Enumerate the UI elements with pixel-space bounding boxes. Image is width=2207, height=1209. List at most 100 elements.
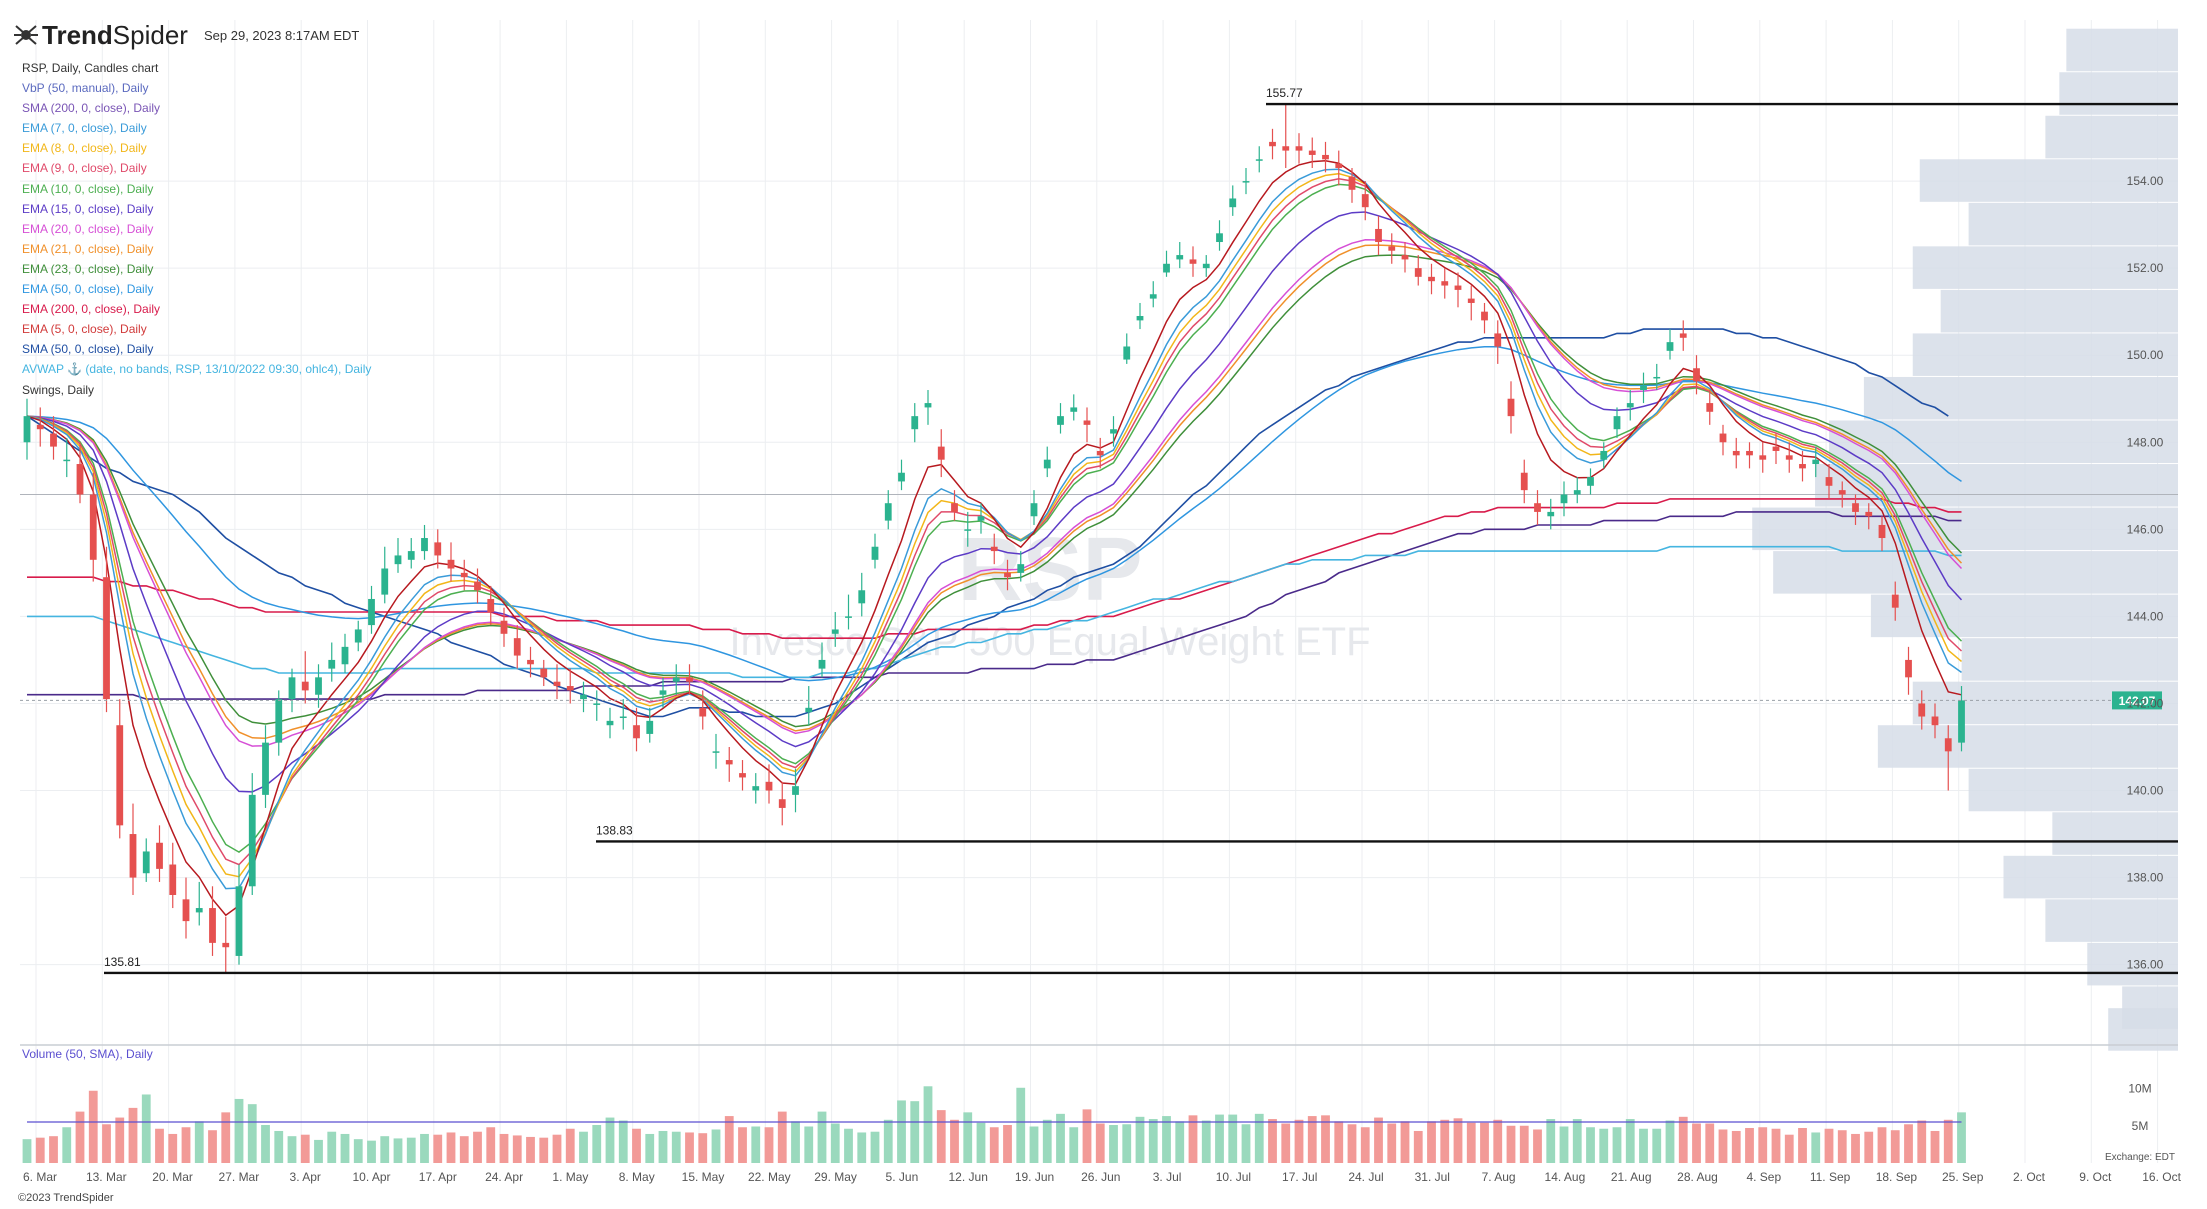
candle-body[interactable] — [566, 686, 574, 691]
candle-body[interactable] — [1388, 246, 1396, 251]
candle-body[interactable] — [1428, 276, 1435, 282]
candle-body[interactable] — [1600, 450, 1608, 460]
legend-item[interactable]: EMA (8, 0, close), Daily — [22, 141, 147, 156]
candle-body[interactable] — [633, 725, 640, 739]
candle-body[interactable] — [1216, 233, 1223, 243]
candle-body[interactable] — [712, 751, 720, 753]
candle-body[interactable] — [1547, 511, 1555, 517]
candle-body[interactable] — [248, 794, 256, 887]
candle-body[interactable] — [381, 568, 389, 595]
candle-body[interactable] — [831, 629, 839, 634]
candle-body[interactable] — [1587, 477, 1594, 486]
candle-body[interactable] — [1189, 259, 1197, 264]
candle-body[interactable] — [659, 690, 667, 695]
candle-body[interactable] — [580, 694, 587, 700]
legend-item[interactable]: EMA (200, 0, close), Daily — [22, 302, 161, 317]
candle-body[interactable] — [977, 516, 985, 521]
candle-body[interactable] — [1348, 176, 1356, 190]
candle-body[interactable] — [1149, 294, 1157, 299]
legend-item[interactable]: EMA (50, 0, close), Daily — [22, 282, 154, 297]
candle-body[interactable] — [672, 677, 680, 682]
legend-item[interactable]: EMA (9, 0, close), Daily — [22, 161, 147, 176]
candle-body[interactable] — [1335, 163, 1343, 169]
candle-body[interactable] — [1719, 433, 1727, 443]
candle-body[interactable] — [792, 786, 799, 795]
candle-body[interactable] — [222, 942, 230, 948]
candle-body[interactable] — [1891, 594, 1899, 608]
legend-item[interactable]: EMA (21, 0, close), Daily — [22, 241, 154, 256]
candle-body[interactable] — [76, 464, 84, 495]
candle-body[interactable] — [288, 677, 296, 700]
candle-body[interactable] — [1679, 333, 1687, 338]
candle-body[interactable] — [421, 538, 428, 552]
candle-body[interactable] — [540, 668, 548, 678]
candle-body[interactable] — [699, 707, 707, 717]
candle-body[interactable] — [1083, 420, 1091, 425]
candle-body[interactable] — [1176, 255, 1184, 260]
candle-body[interactable] — [1308, 150, 1316, 155]
candle-body[interactable] — [911, 416, 919, 430]
candle-body[interactable] — [235, 886, 243, 956]
candle-body[interactable] — [513, 638, 521, 656]
candle-body[interactable] — [646, 720, 654, 734]
candle-body[interactable] — [1507, 398, 1515, 417]
candle-body[interactable] — [725, 760, 733, 765]
candle-body[interactable] — [1838, 490, 1846, 495]
candle-body[interactable] — [1361, 194, 1369, 208]
candle-body[interactable] — [1520, 472, 1528, 491]
candle-body[interactable] — [1746, 450, 1753, 456]
candle-body[interactable] — [434, 542, 442, 556]
candle-body[interactable] — [129, 834, 137, 878]
candle-body[interactable] — [209, 908, 216, 943]
candle-body[interactable] — [1693, 368, 1700, 382]
candle-body[interactable] — [1110, 429, 1117, 434]
candle-body[interactable] — [50, 433, 57, 447]
candle-body[interactable] — [1799, 464, 1806, 469]
candle-body[interactable] — [805, 707, 813, 713]
candle-body[interactable] — [778, 799, 786, 808]
legend-item[interactable]: EMA (20, 0, close), Daily — [22, 221, 154, 236]
candle-body[interactable] — [1123, 346, 1131, 360]
candle-body[interactable] — [262, 742, 269, 795]
legend-item[interactable]: SMA (200, 0, close), Daily — [22, 101, 161, 116]
candle-body[interactable] — [195, 908, 203, 913]
candle-body[interactable] — [871, 546, 879, 560]
candle-body[interactable] — [686, 677, 693, 682]
candle-body[interactable] — [1375, 228, 1382, 243]
candle-body[interactable] — [845, 616, 852, 618]
candle-body[interactable] — [1043, 459, 1051, 469]
candle-body[interactable] — [818, 659, 826, 669]
candle-body[interactable] — [354, 629, 362, 643]
candle-body[interactable] — [1441, 281, 1449, 286]
candle-body[interactable] — [1613, 416, 1621, 430]
candle-body[interactable] — [1560, 494, 1568, 504]
legend-item[interactable]: EMA (5, 0, close), Daily — [22, 322, 147, 337]
candle-body[interactable] — [315, 677, 322, 695]
candle-body[interactable] — [1494, 333, 1502, 347]
candle-body[interactable] — [1163, 263, 1170, 273]
candle-body[interactable] — [487, 598, 495, 613]
legend-item[interactable]: EMA (10, 0, close), Daily — [22, 181, 154, 196]
candle-body[interactable] — [1918, 703, 1926, 717]
candle-body[interactable] — [951, 503, 958, 512]
candle-body[interactable] — [898, 472, 905, 482]
candle-body[interactable] — [63, 459, 71, 462]
legend-item[interactable]: EMA (15, 0, close), Daily — [22, 201, 154, 216]
candle-body[interactable] — [1070, 407, 1078, 412]
candle-body[interactable] — [858, 590, 866, 604]
candle-body[interactable] — [765, 781, 773, 791]
candle-body[interactable] — [1269, 141, 1276, 147]
candle-body[interactable] — [407, 551, 415, 560]
candle-body[interactable] — [156, 842, 163, 869]
candle-body[interactable] — [447, 559, 455, 569]
candle-body[interactable] — [1282, 146, 1290, 151]
candle-body[interactable] — [1017, 564, 1025, 573]
candle-body[interactable] — [116, 725, 124, 826]
candle-body[interactable] — [1785, 455, 1793, 460]
candle-body[interactable] — [990, 546, 998, 552]
candle-body[interactable] — [1454, 285, 1462, 290]
candle-body[interactable] — [1136, 316, 1144, 321]
candle-body[interactable] — [89, 494, 97, 560]
candle-body[interactable] — [1852, 503, 1859, 512]
